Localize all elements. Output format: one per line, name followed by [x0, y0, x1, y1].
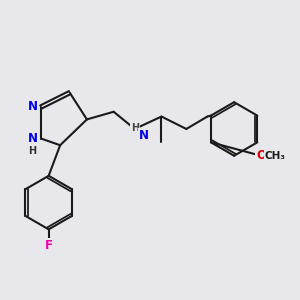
Text: F: F — [45, 239, 53, 252]
Text: N: N — [27, 132, 38, 145]
Text: N: N — [27, 100, 38, 113]
Text: H: H — [130, 123, 139, 133]
Text: H: H — [28, 146, 37, 156]
Text: CH₃: CH₃ — [265, 151, 286, 161]
Text: N: N — [139, 129, 149, 142]
Text: O: O — [256, 149, 266, 162]
